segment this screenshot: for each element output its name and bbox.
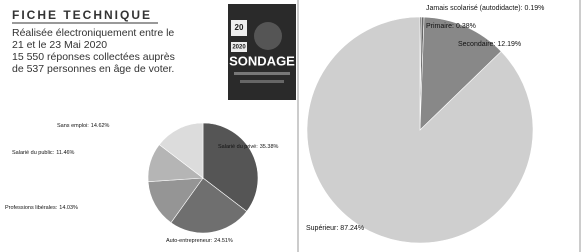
slice-value: 87.24% xyxy=(340,225,364,232)
document: FICHE TECHNIQUE Réalisée électroniquemen… xyxy=(0,0,583,252)
text-line: de 537 personnes en âge de voter. xyxy=(12,63,174,75)
slice-label: Auto-entrepreneur:24.51% xyxy=(166,238,233,244)
text-line: 21 et le 23 Mai 2020 xyxy=(12,39,107,51)
slice-label: Secondaire:12.19% xyxy=(458,41,521,48)
text-line: Réalisée électroniquement entre le xyxy=(12,27,174,39)
slice-value: 12.19% xyxy=(497,41,521,48)
slice-value: 0.38% xyxy=(456,23,476,30)
poster: 20 2020 SONDAGE xyxy=(228,4,296,100)
slice-category: Jamais scolarisé (autodidacte): xyxy=(426,5,523,12)
slice-value: 24.51% xyxy=(214,238,233,244)
slice-value: 14.62% xyxy=(91,123,110,129)
slice-value: 14.03% xyxy=(59,205,78,211)
slice-category: Auto-entrepreneur: xyxy=(166,238,213,244)
slice-value: 11.46% xyxy=(56,150,74,156)
poster-text: 20 xyxy=(235,23,244,32)
page: FICHE TECHNIQUE Réalisée électroniquemen… xyxy=(0,0,583,252)
slice-category: Salarié du privé: xyxy=(218,144,258,150)
slice-category: Supérieur: xyxy=(306,225,338,232)
slice-label: Supérieur:87.24% xyxy=(306,225,364,232)
slice-category: Sans emploi: xyxy=(57,123,89,129)
slice-label: Professions libérales:14.03% xyxy=(5,205,78,211)
poster-strip xyxy=(240,80,284,83)
slice-label: Salarié du public:11.46% xyxy=(12,150,75,156)
text-line: 15 550 réponses collectées auprès xyxy=(12,51,175,63)
poster-text: 2020 xyxy=(232,45,246,51)
slice-label: Primaire:0.38% xyxy=(426,23,476,30)
slice-category: Primaire: xyxy=(426,23,454,30)
poster-text: SONDAGE xyxy=(229,53,295,68)
slice-label: Jamais scolarisé (autodidacte):0.19% xyxy=(426,5,544,12)
slice-value: 35.38% xyxy=(260,144,279,150)
poster-strip xyxy=(234,72,290,75)
slice-category: Professions libérales: xyxy=(5,205,58,211)
slice-category: Salarié du public: xyxy=(12,150,55,156)
slice-value: 0.19% xyxy=(525,5,545,12)
slice-category: Secondaire: xyxy=(458,41,495,48)
slice-label: Salarié du privé:35.38% xyxy=(218,144,279,150)
slice-label: Sans emploi:14.62% xyxy=(57,123,110,129)
poster-figure xyxy=(254,22,282,50)
title: FICHE TECHNIQUE xyxy=(12,8,152,22)
